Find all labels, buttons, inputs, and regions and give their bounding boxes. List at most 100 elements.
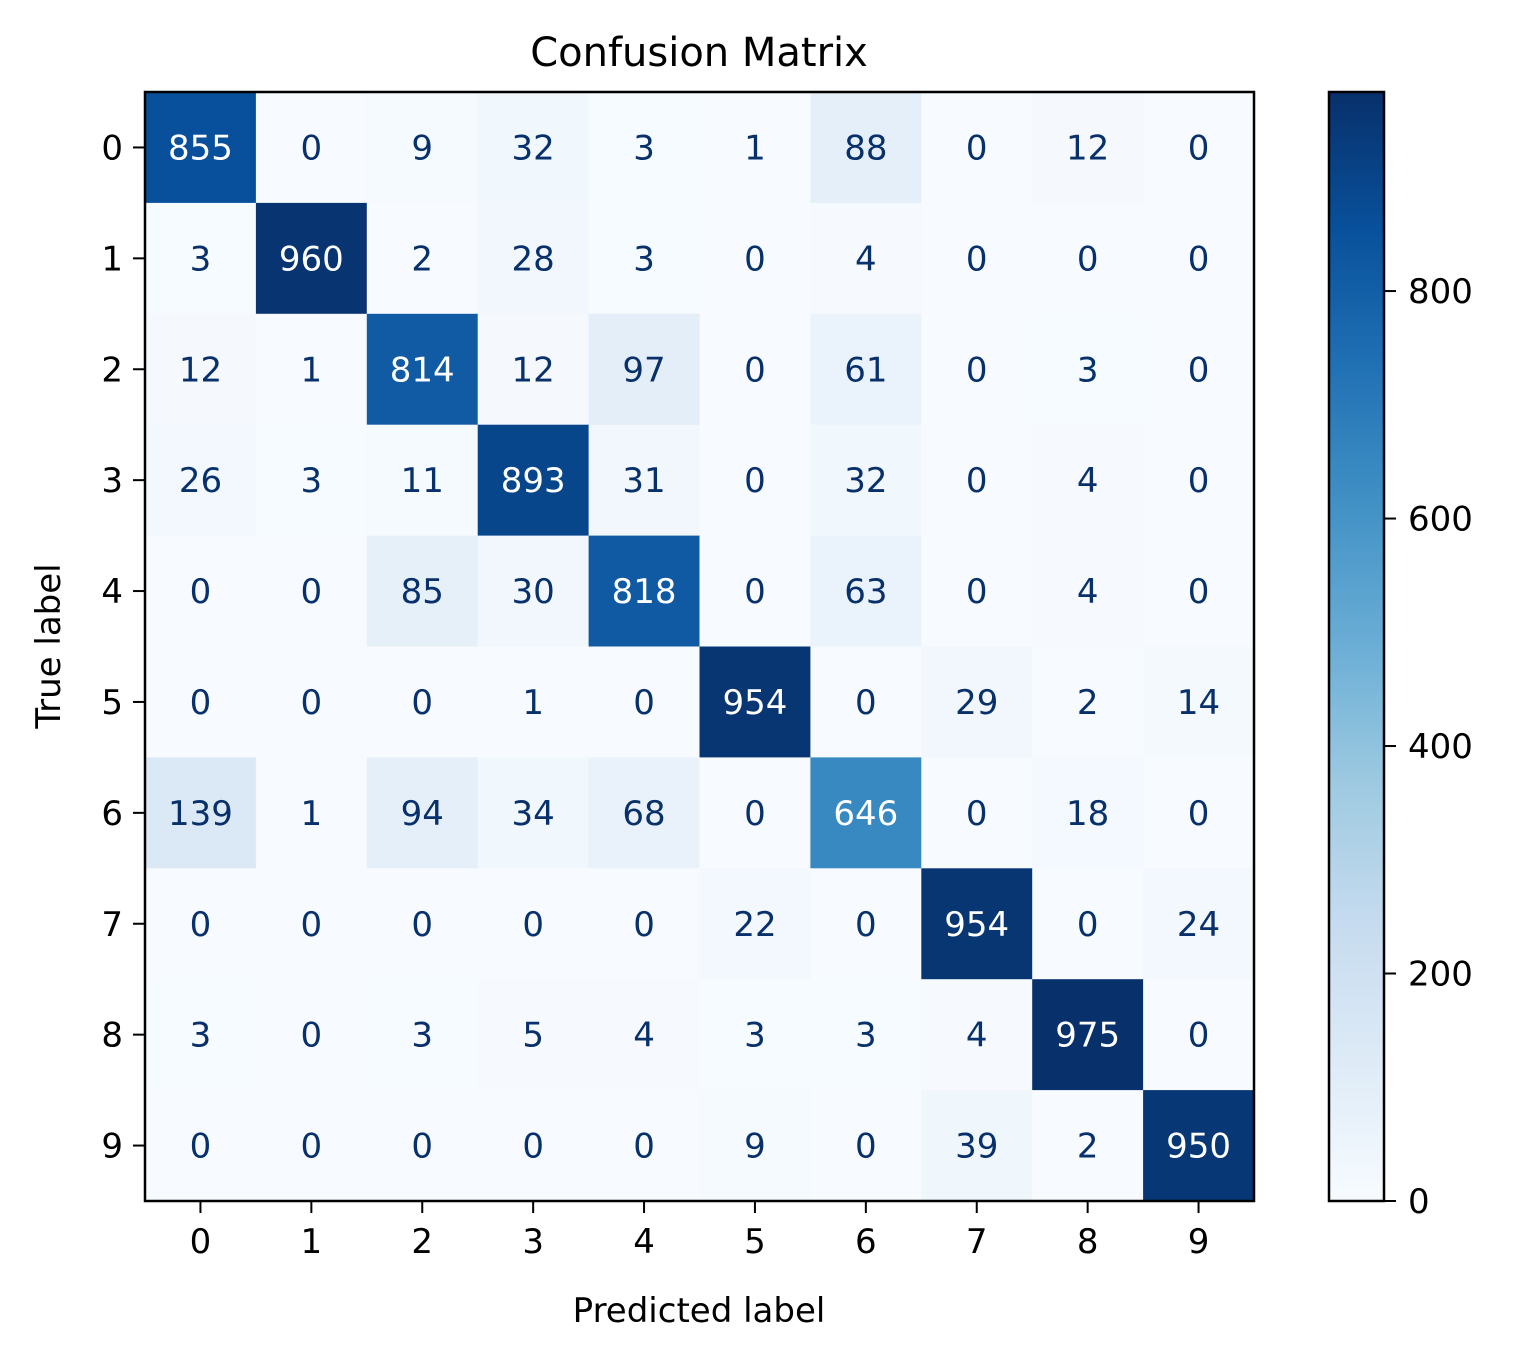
heatmap-cell	[699, 1090, 811, 1202]
heatmap-cell	[588, 535, 700, 647]
y-tick-label: 5	[101, 683, 123, 723]
cell-value-label: 1	[522, 683, 544, 723]
cell-value-label: 97	[622, 350, 665, 390]
cell-value-label: 855	[168, 128, 233, 168]
x-tick-label: 2	[411, 1222, 433, 1262]
heatmap-cell	[145, 92, 257, 204]
heatmap-cell	[1143, 646, 1255, 758]
cell-value-label: 0	[966, 794, 988, 834]
heatmap-cell	[1032, 92, 1144, 204]
heatmap-cell	[921, 757, 1033, 869]
cell-value-label: 61	[844, 350, 887, 390]
heatmap-cell	[477, 1090, 590, 1202]
heatmap-cell	[588, 646, 700, 758]
heatmap-cell	[145, 646, 257, 758]
colorbar-tick-label: 600	[1408, 500, 1473, 540]
y-tick-label: 4	[101, 572, 123, 612]
heatmap-cell	[1032, 757, 1144, 869]
cell-value-label: 0	[411, 1127, 433, 1167]
cell-value-label: 3	[190, 239, 212, 279]
heatmap-cell	[699, 313, 811, 426]
cell-value-label: 3	[301, 461, 323, 501]
heatmap-cell	[810, 424, 922, 537]
cell-value-label: 975	[1055, 1016, 1120, 1056]
heatmap-cell	[145, 313, 257, 426]
cell-value-label: 0	[966, 350, 988, 390]
x-axis-title: Predicted label	[573, 1291, 826, 1331]
heatmap-cell	[477, 424, 590, 537]
cell-value-label: 4	[966, 1016, 988, 1056]
cell-value-label: 0	[522, 1127, 544, 1167]
cell-value-label: 954	[944, 905, 1009, 945]
cell-value-label: 0	[744, 239, 766, 279]
y-tick-label: 0	[101, 128, 123, 168]
cell-value-label: 11	[401, 461, 444, 501]
heatmap-cell	[366, 1090, 479, 1202]
cell-value-label: 0	[190, 905, 212, 945]
heatmap-cell	[810, 535, 922, 647]
y-axis-ticks: 0 1 2 3 4 5 6 7 8 9	[101, 128, 145, 1167]
cell-value-label: 646	[833, 794, 898, 834]
x-tick-label: 6	[855, 1222, 877, 1262]
cell-value-label: 3	[190, 1016, 212, 1056]
colorbar	[1327, 90, 1386, 1203]
heatmap-cell	[1032, 535, 1144, 647]
heatmap-cell	[810, 1090, 922, 1202]
cell-value-label: 0	[411, 905, 433, 945]
cell-value-label: 0	[301, 128, 323, 168]
heatmap-cells	[145, 92, 1255, 1202]
x-tick-label: 0	[190, 1222, 212, 1262]
x-tick-label: 4	[633, 1222, 655, 1262]
cell-value-label: 94	[401, 794, 444, 834]
heatmap-cell	[588, 1090, 700, 1202]
cell-value-label: 1	[301, 794, 323, 834]
heatmap-cell	[921, 424, 1033, 537]
cell-value-label: 68	[622, 794, 665, 834]
cell-value-label: 3	[855, 1016, 877, 1056]
heatmap-cell	[810, 92, 922, 204]
heatmap-cell	[1143, 1090, 1255, 1202]
cell-value-label: 3	[633, 239, 655, 279]
heatmap-cell	[477, 868, 590, 980]
heatmap-cell	[255, 535, 368, 647]
cell-value-label: 0	[1188, 350, 1210, 390]
cell-value-label: 4	[633, 1016, 655, 1056]
cell-value-label: 3	[744, 1016, 766, 1056]
cell-value-label: 0	[744, 461, 766, 501]
heatmap-cell	[1143, 868, 1255, 980]
cell-value-label: 0	[633, 683, 655, 723]
cell-value-label: 0	[1188, 128, 1210, 168]
heatmap-cell	[255, 313, 368, 426]
colorbar-tick-label: 200	[1408, 955, 1473, 995]
cell-value-label: 1	[744, 128, 766, 168]
y-tick-label: 3	[101, 461, 123, 501]
cell-value-label: 0	[633, 1127, 655, 1167]
cell-value-label: 0	[744, 350, 766, 390]
heatmap-cell	[1143, 535, 1255, 647]
heatmap-cell	[810, 757, 922, 869]
cell-value-label: 0	[301, 1016, 323, 1056]
cell-value-label: 0	[744, 572, 766, 612]
heatmap-cell	[366, 757, 479, 869]
heatmap-cell	[145, 202, 257, 315]
heatmap-cell	[588, 92, 700, 204]
cell-value-label: 31	[622, 461, 665, 501]
y-tick-label: 1	[101, 239, 123, 279]
x-tick-label: 7	[966, 1222, 988, 1262]
cell-value-label: 4	[855, 239, 877, 279]
heatmap-cell	[699, 979, 811, 1091]
cell-value-label: 0	[1188, 572, 1210, 612]
heatmap-cell	[1032, 868, 1144, 980]
colorbar-ticks: 0 200 400 600 800	[1384, 272, 1473, 1222]
cell-value-label: 0	[966, 461, 988, 501]
cell-value-label: 0	[966, 128, 988, 168]
cell-value-label: 3	[633, 128, 655, 168]
cell-value-label: 0	[190, 572, 212, 612]
heatmap-cell	[699, 868, 811, 980]
cell-value-label: 28	[512, 239, 555, 279]
cell-value-label: 24	[1177, 905, 1220, 945]
heatmap-cell	[145, 424, 257, 537]
cell-value-label: 0	[1188, 1016, 1210, 1056]
heatmap-cell	[477, 646, 590, 758]
